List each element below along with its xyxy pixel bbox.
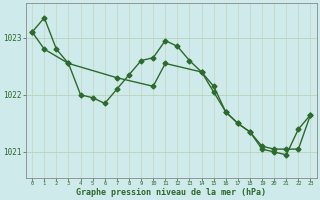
X-axis label: Graphe pression niveau de la mer (hPa): Graphe pression niveau de la mer (hPa) — [76, 188, 266, 197]
